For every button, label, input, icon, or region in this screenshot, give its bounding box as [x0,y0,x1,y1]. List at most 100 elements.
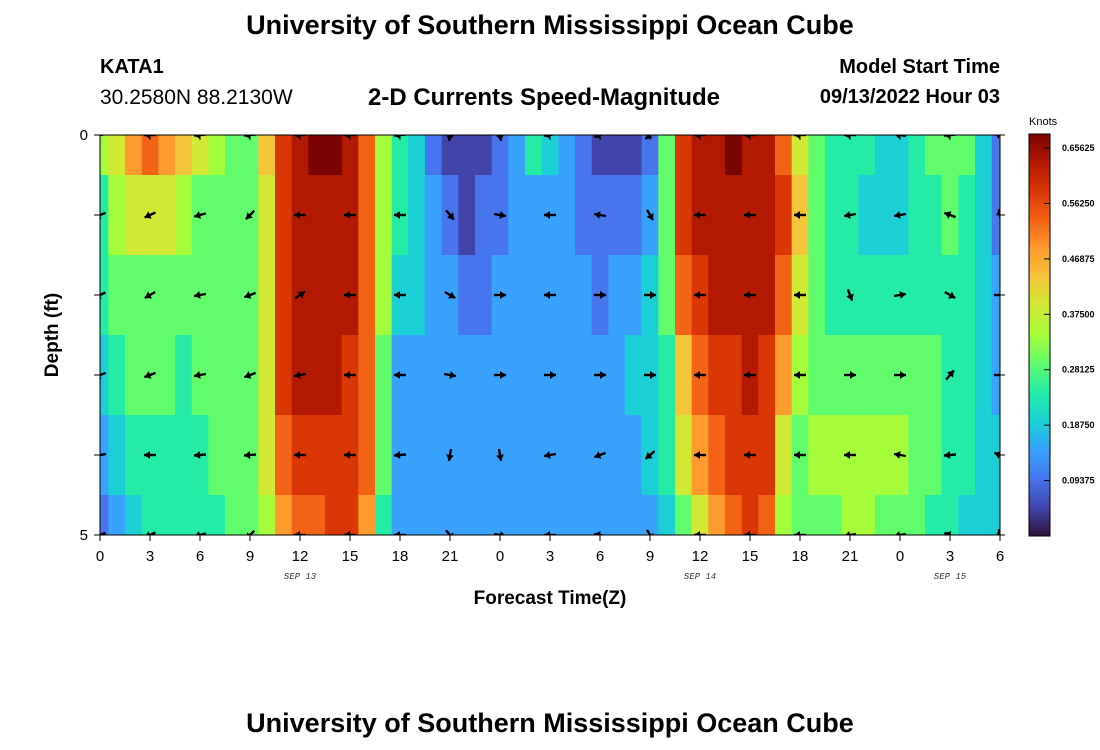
heatmap-cell [725,335,743,416]
heatmap-cell [708,415,726,496]
current-arrow [593,451,607,459]
heatmap-cell [608,135,626,176]
current-arrow [594,371,606,379]
heatmap-cell [141,135,159,176]
x-tick-label: 18 [392,548,409,565]
heatmap-cell [458,495,476,535]
heatmap-cell [375,175,393,256]
current-arrow-head [996,209,1000,216]
current-arrow [644,135,653,140]
heatmap-cell [725,255,743,336]
current-arrow-head [844,211,851,219]
heatmap-cell [425,415,443,496]
current-arrow-head [694,211,700,219]
heatmap-cell [458,255,476,336]
heatmap-cell [308,415,326,496]
current-arrow-head [195,531,200,535]
heatmap-cell [575,135,593,176]
heatmap-cell [558,255,576,336]
current-arrow [344,371,356,379]
current-arrow [193,211,207,219]
station-id: KATA1 [100,56,164,78]
heatmap-cell [808,255,826,336]
heatmap-cell [341,495,359,535]
speed-heatmap [100,135,1000,535]
heatmap-cell [591,135,609,176]
chart-title-bottom: University of Southern Mississippi Ocean… [246,708,854,738]
heatmap-cell [458,415,476,496]
current-arrow [993,451,1000,459]
current-arrow-head [544,135,551,139]
heatmap-cell [375,335,393,416]
heatmap-cell [991,495,1000,535]
current-arrow-head [194,371,201,379]
heatmap-cell [758,335,776,416]
colorbar-tick-label: 0.28125 [1062,365,1095,375]
heatmap-cell [575,415,593,496]
colorbar-tick-label: 0.09375 [1062,476,1095,486]
heatmap-cell [191,135,209,176]
heatmap-cell [158,255,176,336]
heatmap-cell [958,255,976,336]
colorbar: Knots 0.65625 0.56250 0.46875 0.37500 0.2812… [1028,116,1095,537]
heatmap-cell [141,495,159,535]
heatmap-cell [908,335,926,416]
current-arrow-head [744,211,750,219]
current-arrow-head [294,371,301,379]
current-arrow [543,451,557,459]
current-arrow [394,531,406,535]
current-arrow [996,208,1000,222]
heatmap-cell [775,135,793,176]
heatmap-cell [108,135,126,176]
current-arrow-head [650,371,656,379]
heatmap-cell [308,255,326,336]
heatmap-cell [758,495,776,535]
heatmap-cell [625,335,643,416]
current-arrow [945,369,955,381]
x-tick-label: 21 [442,548,459,565]
heatmap-cell [858,135,876,176]
current-arrow-head [794,371,800,379]
heatmap-cell [658,335,676,416]
current-arrow [344,291,356,299]
x-tick-label: 6 [196,548,204,565]
heatmap-cell [708,175,726,256]
current-arrow [544,211,556,219]
x-tick-label: 12 [292,548,309,565]
colorbar-bar [1028,133,1051,537]
current-arrow [246,529,256,535]
current-arrow [943,211,957,219]
current-arrow [794,211,806,219]
heatmap-cell [608,415,626,496]
heatmap-cell [408,415,426,496]
heatmap-cell [925,175,943,256]
current-arrow [893,291,907,299]
y-axis: 05 [80,127,1005,544]
heatmap-cell [825,335,843,416]
heatmap-cell [158,335,176,416]
heatmap-cell [725,415,743,496]
heatmap-cell [175,495,193,535]
heatmap-cell [675,335,693,416]
heatmap-cell [925,415,943,496]
current-arrow-head [846,293,854,301]
heatmap-cell [408,335,426,416]
current-arrow [193,371,207,379]
heatmap-cell [908,255,926,336]
heatmap-cell [891,495,909,535]
heatmap-cell [225,495,243,535]
heatmap-cell [558,175,576,256]
heatmap-cell [908,175,926,256]
current-arrow [244,209,256,221]
heatmap-cell [991,175,1000,256]
heatmap-cell [208,255,226,336]
heatmap-cell [175,415,193,496]
heatmap-cell [708,495,726,535]
current-arrow-head [448,291,456,299]
heatmap-cell [275,175,293,256]
heatmap-cell [275,495,293,535]
heatmap-cell [608,175,626,256]
current-arrow-head [744,135,750,139]
heatmap-cell [925,495,943,535]
heatmap-cell [125,135,143,176]
